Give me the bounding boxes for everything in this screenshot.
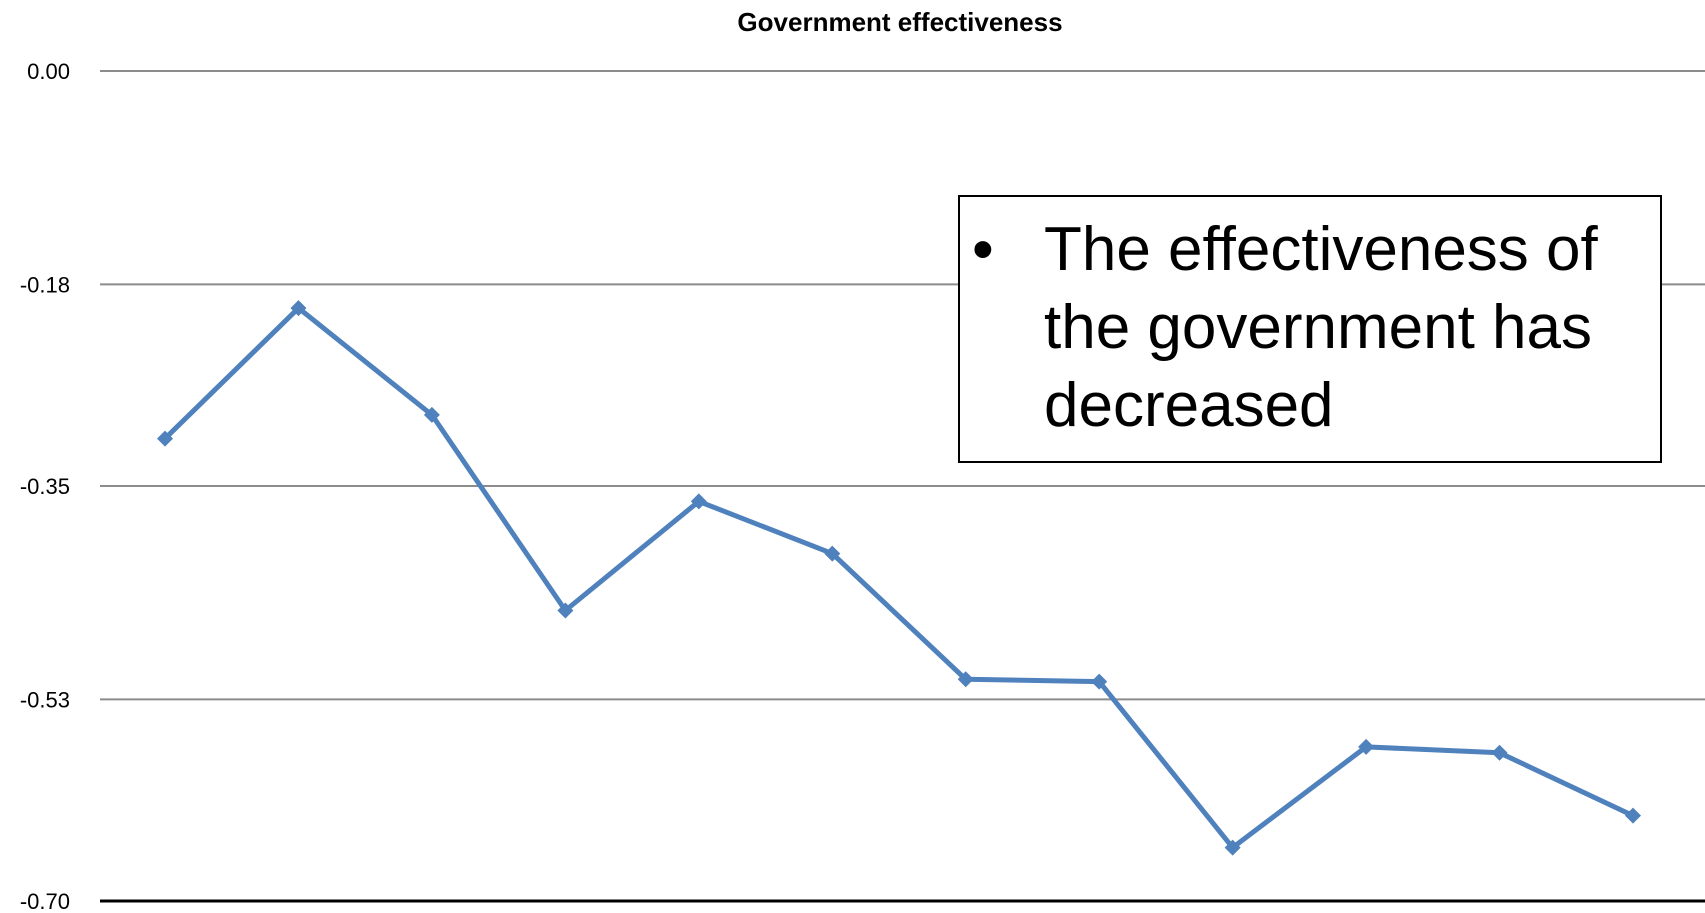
data-point-marker bbox=[290, 300, 307, 317]
data-point-marker bbox=[1224, 839, 1241, 856]
data-point-marker bbox=[690, 493, 707, 510]
y-tick-label: 0.00 bbox=[27, 59, 70, 84]
annotation-callout: • The effectiveness of the government ha… bbox=[958, 195, 1662, 463]
data-point-marker bbox=[957, 671, 974, 688]
y-tick-label: -0.35 bbox=[20, 474, 70, 499]
data-point-marker bbox=[1091, 673, 1108, 690]
gridlines bbox=[100, 70, 1705, 701]
data-point-marker bbox=[157, 430, 173, 447]
y-tick-label: -0.70 bbox=[20, 889, 70, 913]
data-point-marker bbox=[557, 602, 574, 619]
y-tick-label: -0.18 bbox=[20, 272, 70, 297]
bullet-marker: • bbox=[972, 215, 994, 284]
data-point-marker bbox=[1491, 744, 1508, 761]
series-layer bbox=[157, 300, 1641, 856]
annotation-text: The effectiveness of the government has … bbox=[1044, 215, 1598, 440]
y-tick-label: -0.53 bbox=[20, 687, 70, 712]
data-point-marker bbox=[1625, 807, 1641, 824]
data-point-marker bbox=[824, 545, 841, 562]
series-line bbox=[163, 305, 1635, 851]
data-point-marker bbox=[1358, 738, 1375, 755]
chart-title: Government effectiveness bbox=[737, 7, 1062, 37]
y-axis-tick-labels: 0.00 -0.18 -0.35 -0.53 -0.70 bbox=[20, 59, 70, 913]
data-point-marker bbox=[423, 406, 440, 423]
